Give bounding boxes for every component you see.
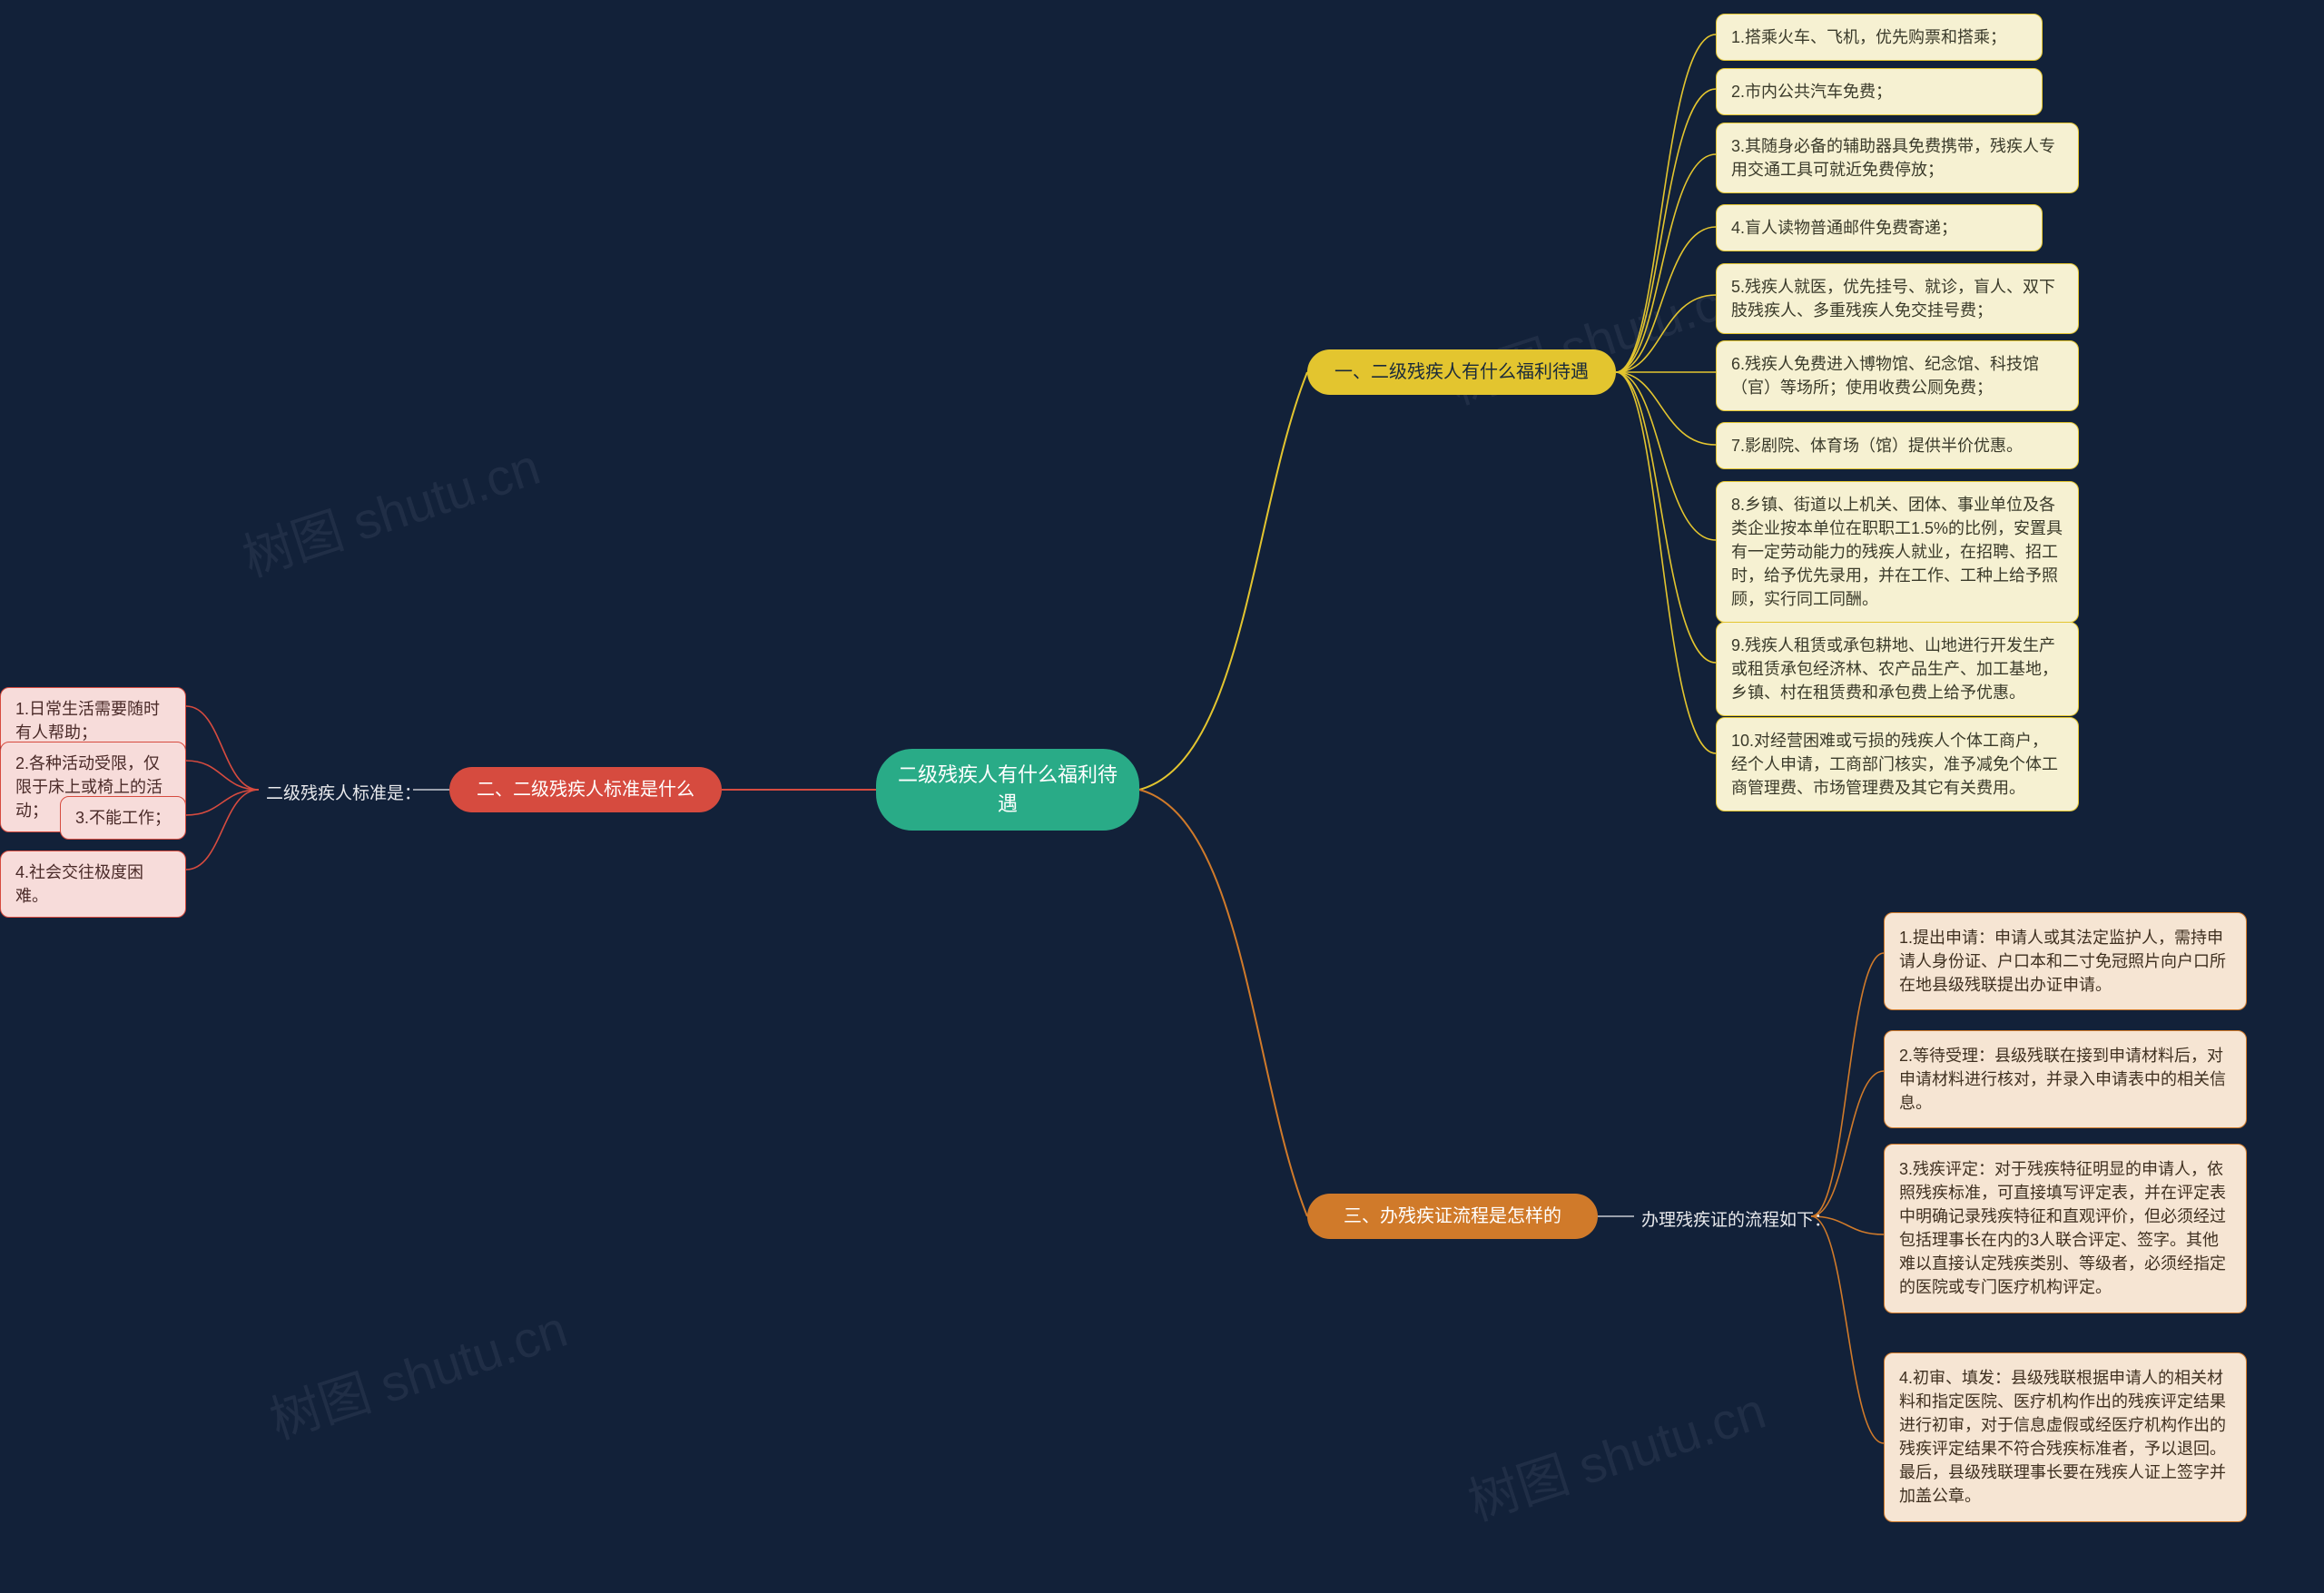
b1-leaf-10: 10.对经营困难或亏损的残疾人个体工商户，经个人申请，工商部门核实，准予减免个体…: [1716, 717, 2079, 811]
branch-2-node[interactable]: 二、二级残疾人标准是什么: [449, 767, 722, 812]
b1-leaf-2: 2.市内公共汽车免费；: [1716, 68, 2043, 115]
b1-leaf-5: 5.残疾人就医，优先挂号、就诊，盲人、双下肢残疾人、多重残疾人免交挂号费；: [1716, 263, 2079, 334]
b1-leaf-8: 8.乡镇、街道以上机关、团体、事业单位及各类企业按本单位在职职工1.5%的比例，…: [1716, 481, 2079, 623]
watermark: 树图 shutu.cn: [232, 427, 548, 592]
watermark: 树图 shutu.cn: [260, 1289, 576, 1454]
b2-leaf-3: 3.不能工作；: [60, 796, 186, 840]
b1-leaf-6: 6.残疾人免费进入博物馆、纪念馆、科技馆（官）等场所；使用收费公厕免费；: [1716, 340, 2079, 411]
b2-leaf-4: 4.社会交往极度困难。: [0, 851, 186, 918]
b3-leaf-3: 3.残疾评定：对于残疾特征明显的申请人，依照残疾标准，可直接填写评定表，并在评定…: [1884, 1144, 2247, 1313]
branch-1-node[interactable]: 一、二级残疾人有什么福利待遇: [1307, 349, 1616, 395]
b3-leaf-4: 4.初审、填发：县级残联根据申请人的相关材料和指定医院、医疗机构作出的残疾评定结…: [1884, 1352, 2247, 1522]
b2-sub: 二级残疾人标准是：: [259, 778, 428, 811]
b1-leaf-7: 7.影剧院、体育场（馆）提供半价优惠。: [1716, 422, 2079, 469]
watermark: 树图 shutu.cn: [1458, 1371, 1774, 1536]
b1-leaf-3: 3.其随身必备的辅助器具免费携带，残疾人专用交通工具可就近免费停放；: [1716, 123, 2079, 193]
b3-leaf-1: 1.提出申请：申请人或其法定监护人，需持申请人身份证、户口本和二寸免冠照片向户口…: [1884, 912, 2247, 1010]
b3-leaf-2: 2.等待受理：县级残联在接到申请材料后，对申请材料进行核对，并录入申请表中的相关…: [1884, 1030, 2247, 1128]
b1-leaf-1: 1.搭乘火车、飞机，优先购票和搭乘；: [1716, 14, 2043, 61]
branch-3-node[interactable]: 三、办残疾证流程是怎样的: [1307, 1194, 1598, 1239]
b3-sub: 办理残疾证的流程如下：: [1634, 1205, 1838, 1237]
b1-leaf-9: 9.残疾人租赁或承包耕地、山地进行开发生产或租赁承包经济林、农产品生产、加工基地…: [1716, 622, 2079, 716]
b1-leaf-4: 4.盲人读物普通邮件免费寄递；: [1716, 204, 2043, 251]
center-node[interactable]: 二级残疾人有什么福利待遇: [876, 749, 1139, 831]
